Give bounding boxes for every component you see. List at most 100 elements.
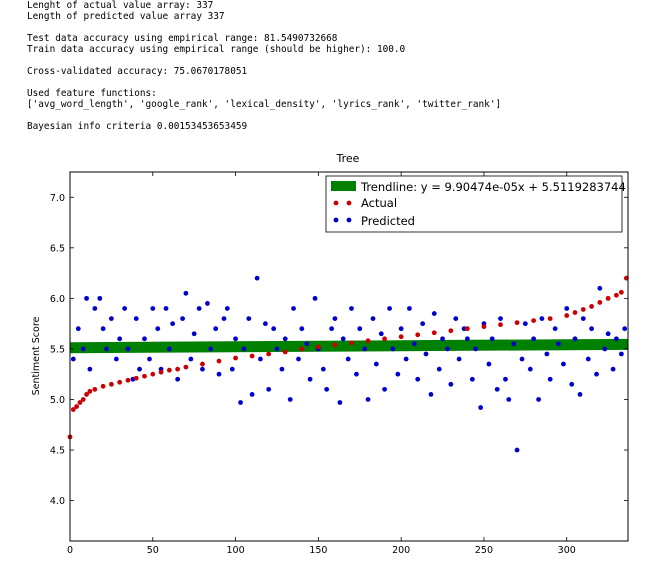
predicted-point — [382, 386, 387, 392]
actual-point — [175, 366, 181, 372]
x-tick-label: 250 — [475, 545, 493, 556]
predicted-point — [137, 366, 142, 372]
predicted-point — [213, 326, 219, 332]
predicted-point — [503, 376, 508, 382]
predicted-point — [498, 316, 503, 321]
predicted-point — [291, 306, 296, 311]
predicted-point — [453, 316, 459, 321]
predicted-point — [564, 306, 570, 311]
actual-point — [282, 349, 288, 355]
actual-point — [481, 324, 487, 330]
predicted-point — [221, 316, 227, 321]
predicted-point — [373, 361, 379, 367]
predicted-point — [556, 341, 561, 347]
y-tick-label: 7.0 — [50, 193, 65, 204]
predicted-point — [511, 341, 517, 347]
y-tick-label: 6.5 — [50, 243, 65, 254]
actual-point — [531, 318, 537, 324]
predicted-point — [147, 356, 152, 362]
predicted-point — [456, 356, 462, 362]
predicted-point — [287, 397, 293, 402]
predicted-point — [216, 371, 222, 377]
predicted-point — [233, 336, 238, 342]
predicted-point — [357, 326, 363, 332]
predicted-point — [299, 326, 305, 332]
predicted-point — [229, 366, 235, 372]
predicted-point — [605, 331, 611, 337]
predicted-point — [84, 295, 89, 301]
actual-point — [464, 326, 470, 332]
predicted-point — [133, 316, 139, 321]
actual-point — [332, 342, 338, 348]
predicted-point — [572, 336, 578, 342]
actual-point — [108, 381, 114, 387]
predicted-point — [531, 336, 537, 342]
predicted-point — [241, 346, 247, 352]
actual-point — [92, 386, 98, 392]
predicted-point — [539, 316, 545, 321]
predicted-point — [478, 405, 484, 410]
legend-actual-label: Actual — [361, 196, 397, 210]
predicted-point — [536, 397, 541, 402]
predicted-point — [431, 311, 437, 316]
actual-point — [166, 367, 172, 373]
predicted-point — [274, 346, 280, 352]
predicted-point — [420, 321, 426, 327]
predicted-point — [577, 392, 583, 397]
predicted-point — [324, 386, 330, 392]
actual-point — [74, 404, 80, 409]
predicted-point — [547, 376, 553, 382]
predicted-point — [332, 316, 338, 321]
actual-point — [80, 397, 86, 402]
predicted-point — [519, 356, 525, 362]
predicted-point — [142, 336, 147, 342]
x-tick-label: 50 — [147, 545, 159, 556]
actual-point — [382, 336, 387, 342]
actual-point — [183, 364, 189, 370]
predicted-point — [166, 346, 172, 352]
actual-point — [77, 400, 83, 405]
predicted-point — [258, 356, 263, 362]
legend-predicted-marker — [346, 217, 352, 223]
predicted-point — [387, 306, 392, 311]
predicted-point — [395, 371, 401, 377]
x-tick-label: 300 — [558, 545, 576, 556]
predicted-point — [307, 376, 313, 382]
predicted-point — [589, 326, 594, 332]
predicted-point — [113, 356, 119, 362]
predicted-point — [494, 386, 500, 392]
plot-frame — [69, 171, 629, 542]
predicted-point — [117, 336, 123, 342]
predicted-point — [312, 295, 318, 301]
y-tick-label: 5.0 — [50, 395, 65, 406]
predicted-point — [544, 351, 550, 357]
console-line: ['avg_word_length', 'google_rank', 'lexi… — [27, 99, 502, 110]
legend-predicted-label: Predicted — [361, 214, 415, 228]
predicted-point — [522, 321, 528, 327]
actual-point — [365, 338, 371, 344]
actual-point — [618, 289, 624, 295]
predicted-point — [122, 306, 128, 311]
predicted-point — [246, 316, 252, 321]
predicted-point — [87, 366, 93, 372]
legend-trendline-label: Trendline: y = 9.90474e-05x + 5.51192837… — [360, 180, 626, 194]
y-tick-label: 4.0 — [50, 496, 65, 507]
console-line: Used feature functions: — [27, 88, 157, 99]
predicted-point — [163, 306, 169, 311]
predicted-point — [486, 361, 492, 367]
predicted-point — [415, 376, 421, 382]
actual-point — [200, 361, 205, 367]
predicted-point — [473, 346, 479, 352]
actual-point — [349, 340, 354, 346]
actual-point — [415, 332, 421, 338]
actual-point — [605, 295, 611, 301]
predicted-point — [188, 356, 194, 362]
predicted-point — [75, 326, 81, 332]
actual-point — [398, 334, 404, 340]
legend-actual-marker — [346, 200, 352, 206]
actual-point — [150, 371, 156, 377]
predicted-point — [506, 397, 512, 402]
actual-point — [498, 322, 503, 328]
chart-title: Tree — [336, 152, 360, 165]
